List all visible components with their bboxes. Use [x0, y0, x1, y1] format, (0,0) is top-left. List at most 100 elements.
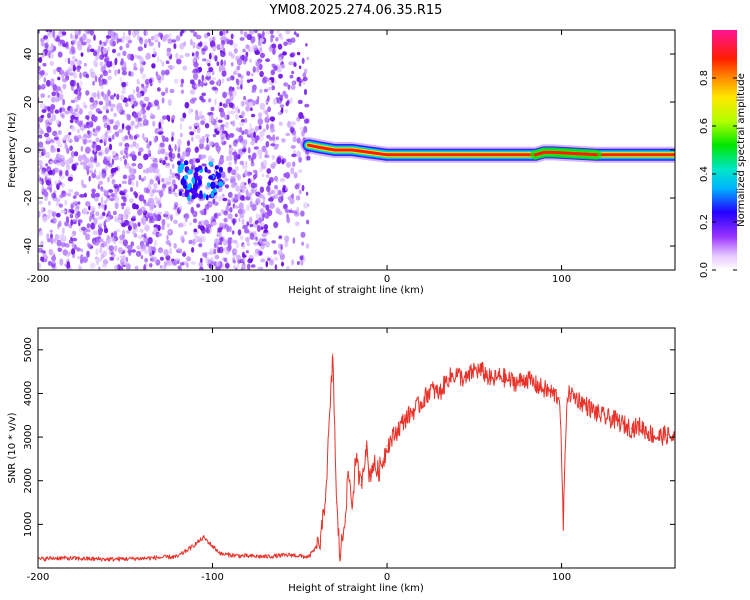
noise-speckle	[199, 95, 204, 101]
snr-point	[430, 388, 432, 390]
noise-speckle	[78, 121, 83, 127]
noise-speckle	[69, 79, 75, 87]
noise-speckle	[176, 58, 182, 65]
colorbar-tick-label: 0.6	[699, 118, 710, 134]
noise-speckle	[121, 229, 126, 236]
snr-point	[566, 397, 568, 399]
noise-speckle	[61, 227, 65, 235]
noise-speckle	[204, 123, 210, 129]
noise-speckle	[181, 151, 187, 157]
noise-speckle	[232, 120, 236, 127]
noise-speckle	[111, 118, 114, 123]
noise-speckle	[293, 172, 298, 179]
noise-speckle	[221, 193, 225, 198]
noise-speckle	[111, 134, 115, 140]
spectrogram-ylabel: Frequency (Hz)	[7, 112, 18, 188]
noise-speckle	[281, 261, 284, 267]
colorbar: 0.0 0.2 0.4 0.6 0.8 Normalized spectral ampl…	[699, 30, 747, 278]
noise-speckle	[40, 130, 44, 134]
noise-speckle	[157, 55, 160, 63]
noise-speckle	[38, 174, 41, 178]
noise-speckle	[189, 158, 194, 165]
cluster-blob	[177, 160, 181, 166]
noise-speckle	[207, 62, 211, 67]
noise-speckle	[168, 33, 172, 38]
noise-speckle	[44, 151, 51, 159]
noise-speckle	[304, 88, 307, 96]
noise-speckle	[248, 46, 255, 53]
noise-speckle	[164, 217, 167, 222]
cluster-blob	[179, 190, 182, 196]
noise-speckle	[265, 204, 270, 211]
noise-speckle	[289, 52, 295, 58]
noise-speckle	[136, 245, 142, 250]
noise-speckle	[143, 233, 147, 239]
noise-speckle	[95, 211, 100, 216]
noise-speckle	[242, 224, 248, 230]
noise-speckle	[215, 260, 221, 267]
noise-speckle	[133, 233, 138, 238]
noise-speckle	[259, 167, 263, 173]
noise-speckle	[170, 152, 176, 159]
noise-speckle	[171, 114, 176, 120]
noise-speckle	[274, 264, 278, 270]
noise-speckle	[42, 148, 46, 153]
noise-speckle	[296, 261, 300, 265]
noise-speckle	[52, 34, 56, 39]
noise-speckle	[122, 50, 127, 57]
noise-speckle	[206, 137, 209, 144]
noise-speckle	[113, 183, 119, 189]
noise-speckle	[128, 97, 131, 102]
noise-speckle	[136, 55, 142, 60]
noise-speckle	[40, 41, 45, 47]
y-tick-label: 3000	[23, 424, 34, 449]
noise-speckle	[90, 71, 96, 79]
noise-speckle	[282, 90, 287, 97]
noise-speckle	[258, 193, 264, 199]
noise-speckle	[128, 30, 132, 36]
noise-speckle	[102, 158, 108, 165]
noise-speckle	[147, 182, 151, 191]
noise-speckle	[254, 50, 260, 56]
noise-speckle	[100, 196, 104, 205]
noise-speckle	[109, 250, 115, 255]
noise-speckle	[258, 63, 263, 70]
noise-speckle	[135, 227, 139, 233]
noise-speckle	[65, 216, 69, 222]
noise-speckle	[222, 30, 226, 36]
noise-speckle	[106, 121, 110, 125]
noise-speckle	[61, 137, 67, 141]
noise-speckle	[125, 230, 131, 234]
noise-speckle	[271, 154, 276, 160]
noise-speckle	[138, 194, 145, 202]
noise-speckle	[140, 255, 144, 260]
x-tick-label: -200	[27, 572, 50, 583]
noise-speckle	[220, 124, 225, 128]
noise-speckle	[201, 74, 205, 82]
noise-speckle	[113, 230, 117, 238]
noise-speckle	[220, 66, 226, 72]
noise-speckle	[170, 214, 173, 222]
noise-speckle	[199, 257, 203, 263]
noise-speckle	[204, 76, 211, 80]
noise-speckle	[225, 98, 231, 105]
noise-speckle	[161, 225, 165, 230]
noise-speckle	[85, 165, 90, 172]
noise-speckle	[43, 258, 48, 263]
noise-speckle	[108, 189, 114, 193]
noise-speckle	[234, 194, 238, 200]
noise-speckle	[196, 67, 201, 74]
noise-speckle	[93, 59, 98, 67]
noise-speckle	[132, 89, 136, 94]
noise-speckle	[198, 243, 203, 248]
noise-speckle	[133, 135, 138, 140]
noise-speckle	[79, 72, 82, 79]
noise-speckle	[52, 84, 58, 92]
noise-speckle	[218, 222, 224, 227]
snr-point	[191, 546, 193, 548]
noise-speckle	[68, 132, 72, 136]
noise-speckle	[50, 96, 56, 103]
noise-speckle	[217, 79, 220, 86]
noise-speckle	[153, 240, 158, 247]
noise-speckle	[211, 70, 215, 76]
